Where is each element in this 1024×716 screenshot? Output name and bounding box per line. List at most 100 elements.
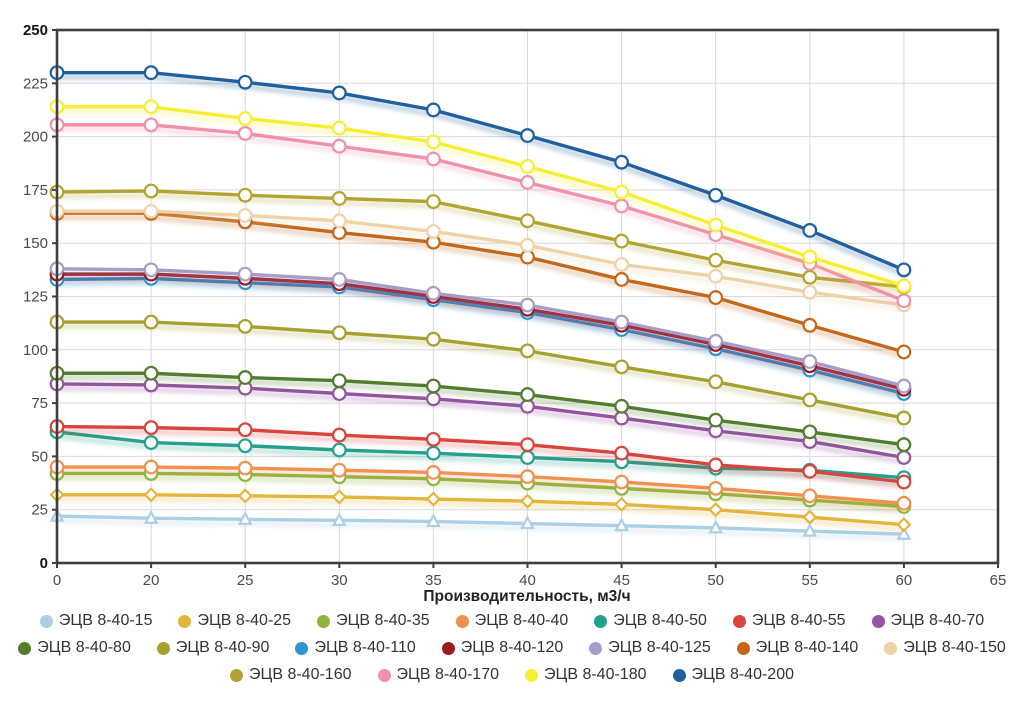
data-point <box>426 224 441 239</box>
legend-item-ЭЦВ 8-40-50[interactable]: ЭЦВ 8-40-50 <box>594 612 707 630</box>
series-line-12 <box>55 211 906 354</box>
data-point <box>896 278 912 294</box>
series-line-5 <box>55 424 906 484</box>
legend-marker-icon <box>871 614 885 628</box>
legend-item-ЭЦВ 8-40-70[interactable]: ЭЦВ 8-40-70 <box>871 612 984 630</box>
data-point <box>143 487 159 503</box>
legend-label: ЭЦВ 8-40-150 <box>903 639 1006 656</box>
series-line-15 <box>55 123 906 303</box>
series-shadow <box>57 126 905 308</box>
data-point <box>237 111 253 126</box>
legend-label: ЭЦВ 8-40-50 <box>613 612 707 629</box>
x-tick-label: 50 <box>707 572 724 589</box>
data-point <box>237 208 253 223</box>
data-point <box>331 511 347 526</box>
data-point <box>802 392 818 408</box>
data-point <box>614 154 629 170</box>
data-point <box>802 223 818 238</box>
legend-item-ЭЦВ 8-40-170[interactable]: ЭЦВ 8-40-170 <box>377 666 500 684</box>
x-axis-title: Производительность, м3/ч <box>423 588 630 605</box>
data-point <box>614 445 629 461</box>
data-point <box>520 297 535 313</box>
legend-marker-icon <box>884 641 898 655</box>
legend-item-ЭЦВ 8-40-160[interactable]: ЭЦВ 8-40-160 <box>230 666 352 684</box>
data-point <box>331 462 347 478</box>
data-point <box>426 134 441 150</box>
legend-marker-icon <box>455 614 469 628</box>
legend-marker-icon <box>594 614 608 628</box>
data-point <box>896 262 912 278</box>
data-point <box>802 522 818 537</box>
series-line-9 <box>55 276 906 396</box>
legend-item-ЭЦВ 8-40-35[interactable]: ЭЦВ 8-40-35 <box>317 612 430 630</box>
legend-item-ЭЦВ 8-40-40[interactable]: ЭЦВ 8-40-40 <box>455 612 568 630</box>
x-tick-label: 30 <box>331 572 348 589</box>
series-shadow <box>57 215 905 359</box>
data-point <box>237 438 253 454</box>
legend-item-ЭЦВ 8-40-140[interactable]: ЭЦВ 8-40-140 <box>736 639 858 657</box>
legend-item-ЭЦВ 8-40-200[interactable]: ЭЦВ 8-40-200 <box>672 666 794 684</box>
series-line-6 <box>55 382 906 460</box>
data-point <box>143 459 159 475</box>
legend-label: ЭЦВ 8-40-15 <box>58 612 153 629</box>
series-line-11 <box>55 267 906 388</box>
data-point <box>331 138 347 154</box>
data-point <box>708 412 724 428</box>
legend-label: ЭЦВ 8-40-180 <box>544 666 647 683</box>
legend-label: ЭЦВ 8-40-80 <box>37 639 131 656</box>
data-point <box>237 460 253 476</box>
data-point <box>614 257 629 272</box>
legend-item-ЭЦВ 8-40-120[interactable]: ЭЦВ 8-40-120 <box>441 639 564 657</box>
legend-item-ЭЦВ 8-40-90[interactable]: ЭЦВ 8-40-90 <box>156 639 269 657</box>
data-point <box>237 266 253 282</box>
series-shadow <box>56 518 904 542</box>
data-point <box>802 354 818 369</box>
data-point <box>708 519 724 534</box>
series-shadow <box>57 496 905 532</box>
data-point <box>331 442 347 458</box>
legend-item-ЭЦВ 8-40-110[interactable]: ЭЦВ 8-40-110 <box>295 639 416 657</box>
data-point <box>520 387 535 402</box>
data-point <box>520 159 535 174</box>
data-point <box>426 285 441 301</box>
data-point <box>896 344 912 360</box>
legend-item-ЭЦВ 8-40-150[interactable]: ЭЦВ 8-40-150 <box>884 639 1006 657</box>
data-point <box>802 488 818 504</box>
legend-label: ЭЦВ 8-40-120 <box>460 639 564 656</box>
data-point <box>708 374 724 390</box>
legend-item-ЭЦВ 8-40-25[interactable]: ЭЦВ 8-40-25 <box>178 612 291 630</box>
legend-label: ЭЦВ 8-40-35 <box>336 612 430 629</box>
data-point <box>331 489 347 505</box>
series-line-2 <box>55 471 906 509</box>
series-line-16 <box>55 105 906 288</box>
legend-item-ЭЦВ 8-40-80[interactable]: ЭЦВ 8-40-80 <box>18 639 131 657</box>
data-point <box>614 517 629 532</box>
data-point <box>520 175 535 190</box>
legend-item-ЭЦВ 8-40-55[interactable]: ЭЦВ 8-40-55 <box>732 612 846 630</box>
data-point <box>708 290 724 305</box>
data-point <box>426 464 441 480</box>
data-point <box>143 435 159 450</box>
x-tick-label: 65 <box>990 572 1007 589</box>
legend-marker-icon <box>441 641 455 655</box>
legend-marker-icon <box>525 668 538 682</box>
data-point <box>896 495 912 511</box>
data-point <box>614 314 629 330</box>
legend-item-ЭЦВ 8-40-15[interactable]: ЭЦВ 8-40-15 <box>39 612 153 630</box>
data-point <box>896 378 912 394</box>
data-point <box>520 343 535 359</box>
legend-label: ЭЦВ 8-40-160 <box>249 666 352 683</box>
data-point <box>237 126 253 141</box>
data-point <box>708 457 724 473</box>
legend-label: ЭЦВ 8-40-170 <box>396 666 500 683</box>
x-tick-label: 55 <box>801 572 818 589</box>
data-point <box>237 510 253 525</box>
legend-item-ЭЦВ 8-40-125[interactable]: ЭЦВ 8-40-125 <box>589 639 711 657</box>
data-point <box>896 410 912 426</box>
data-point <box>426 151 441 167</box>
x-tick-label: 60 <box>896 572 913 589</box>
legend-marker-icon <box>178 614 192 628</box>
data-point <box>237 318 253 334</box>
legend-item-ЭЦВ 8-40-180[interactable]: ЭЦВ 8-40-180 <box>525 666 647 684</box>
data-point <box>614 233 629 249</box>
